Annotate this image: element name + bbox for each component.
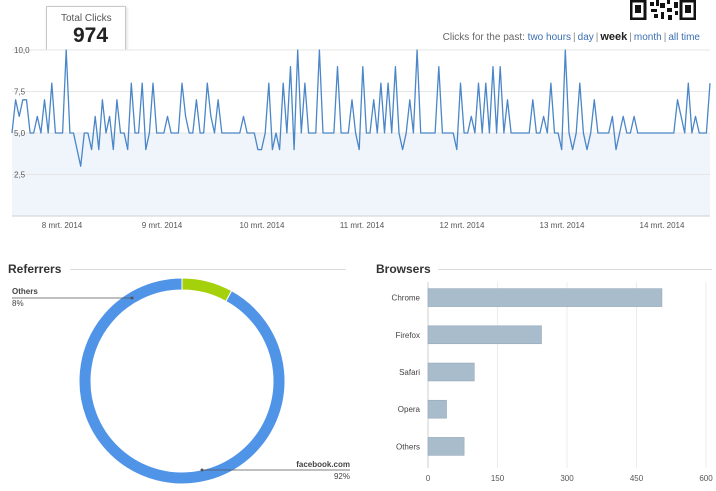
x-tick-label: 14 mrt. 2014 [640,221,685,230]
y-tick-label: 10,0 [14,46,30,55]
period-separator: | [595,32,599,43]
others-value: 8% [12,299,24,308]
browsers-bar-chart: 0 150 300 450 600 Chrome Firefox Safari Opera Oth… [392,282,713,483]
period-day-link[interactable]: day [577,32,594,43]
qr-code-icon[interactable] [630,0,696,20]
x-tick-label: 11 mrt. 2014 [340,221,385,230]
x-tick-label: 450 [630,474,644,483]
x-tick-label: 150 [491,474,505,483]
bar-category-label: Others [396,442,420,451]
x-tick-label: 12 mrt. 2014 [440,221,485,230]
period-week-link[interactable]: week [600,31,628,43]
total-clicks-box: Total Clicks 974 [46,6,126,56]
bar-category-label: Firefox [396,331,420,340]
period-separator: | [629,32,632,43]
bar-category-label: Chrome [392,294,421,303]
donut-slice-others [181,278,233,302]
facebook-leader-dot [200,468,204,472]
period-two-hours-link[interactable]: two hours [527,32,572,43]
referrers-title: Referrers [8,262,62,276]
bar-opera [427,399,447,419]
facebook-value: 92% [334,472,350,481]
bar-category-label: Safari [399,368,420,377]
total-clicks-value: 974 [73,24,109,47]
period-selector: Clicks for the past: two hours | day | week |… [443,31,700,43]
bar-safari [427,362,475,382]
period-prefix: Clicks for the past: [442,32,525,43]
bar-chrome [427,288,663,307]
x-tick-label: 8 mrt. 2014 [42,221,83,230]
period-separator: | [573,32,576,43]
referrers-donut-chart: facebook.com 92% Others 8% [12,278,350,485]
browsers-divider [438,269,712,270]
browsers-title: Browsers [376,262,431,276]
referrers-divider [70,269,346,270]
y-tick-label: 5,0 [14,129,26,138]
clicks-series-line [11,49,711,167]
x-tick-label: 13 mrt. 2014 [540,221,585,230]
x-tick-label: 10 mrt. 2014 [240,221,285,230]
bar-category-label: Opera [398,405,421,414]
donut-slice-facebook [78,278,286,485]
period-separator: | [663,32,667,43]
bar-others [427,437,465,456]
y-tick-label: 2,5 [14,171,26,180]
period-month-link[interactable]: month [633,32,662,43]
x-tick-label: 300 [560,474,574,483]
total-clicks-label: Total Clicks [61,13,112,24]
bar-firefox [427,325,542,345]
facebook-label: facebook.com [296,460,350,469]
clicks-line-chart: 2,5 5,0 7,5 10,0 8 mrt. 2014 9 mrt. 2014 10 mr… [11,46,711,230]
others-label: Others [12,287,38,296]
x-tick-label: 600 [699,474,713,483]
x-tick-label: 0 [426,474,431,483]
y-tick-label: 7,5 [14,88,26,97]
period-all-time-link[interactable]: all time [668,32,700,43]
x-tick-label: 9 mrt. 2014 [142,221,183,230]
others-leader-dot [130,296,134,300]
